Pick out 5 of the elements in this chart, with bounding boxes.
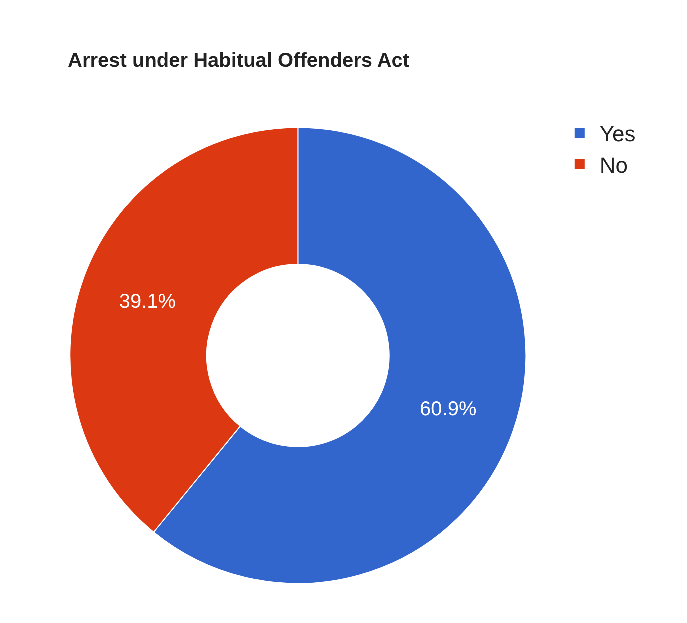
data-label: 60.9% xyxy=(420,398,477,420)
legend-label: No xyxy=(600,153,628,178)
chart-title: Arrest under Habitual Offenders Act xyxy=(68,50,410,72)
legend-label: Yes xyxy=(600,122,636,147)
data-label: 39.1% xyxy=(119,291,176,314)
